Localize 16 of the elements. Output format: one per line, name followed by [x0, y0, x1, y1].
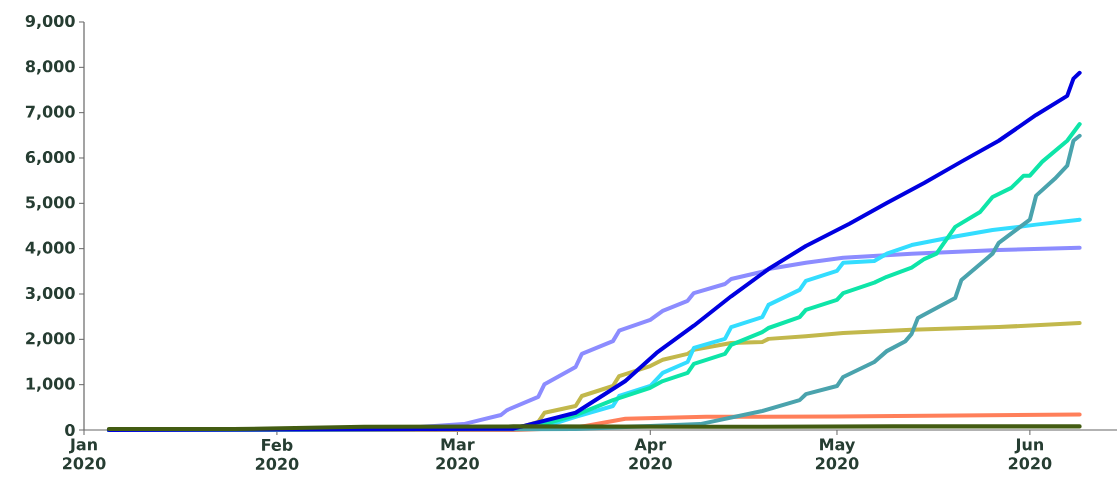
y-tick-label: 2,000 [26, 332, 75, 347]
y-tick-label: 1,000 [26, 377, 75, 392]
x-tick-label: Jun 2020 [1008, 438, 1052, 470]
y-tick-label: 3,000 [25, 286, 75, 302]
x-tick-label: Jan 2020 [63, 438, 106, 470]
y-tick-label: 9,000 [25, 14, 75, 30]
x-tick-label: Mar 2020 [436, 438, 479, 470]
y-tick-label: 5,000 [26, 196, 75, 211]
y-tick-label: 8,000 [25, 60, 75, 75]
x-tick-label: Apr 2020 [629, 438, 672, 470]
y-tick-label: 0 [65, 423, 75, 437]
y-tick-label: 4,000 [25, 241, 75, 256]
x-tick-label: May 2020 [815, 438, 859, 470]
y-tick-label: 7,000 [25, 105, 75, 120]
y-tick-label: 6,000 [25, 150, 75, 166]
x-tick-label: Feb 2020 [255, 438, 299, 470]
